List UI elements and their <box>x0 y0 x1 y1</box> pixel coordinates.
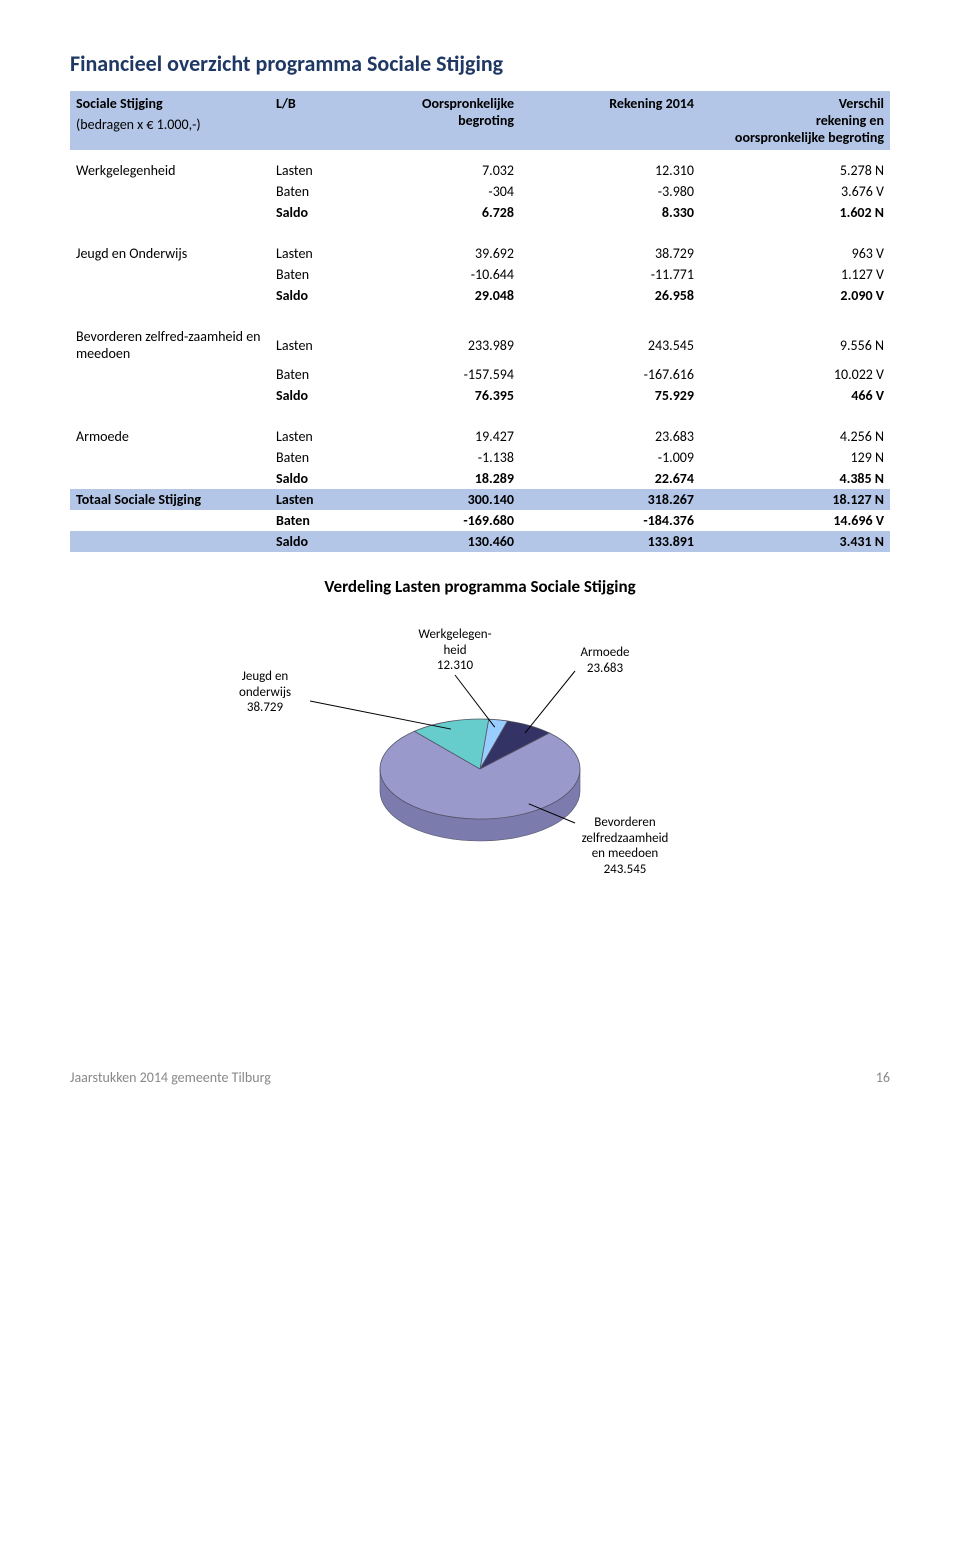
table-row-total: Totaal Sociale StijgingLasten300.140318.… <box>70 489 890 510</box>
pie-label-jeugd: Jeugd en onderwijs 38.729 <box>220 669 310 716</box>
table-row: ArmoedeLasten19.42723.6834.256 N <box>70 426 890 447</box>
page-footer: Jaarstukken 2014 gemeente Tilburg 16 <box>0 1069 960 1098</box>
chart-title: Verdeling Lasten programma Sociale Stijg… <box>70 576 890 597</box>
table-row: Saldo76.39575.929466 V <box>70 385 890 406</box>
pie-label-armoede: Armoede 23.683 <box>560 645 650 676</box>
table-row: Saldo6.7288.3301.602 N <box>70 202 890 223</box>
table-row: Bevorderen zelfred-zaamheid en meedoenLa… <box>70 326 890 364</box>
table-row: Saldo18.28922.6744.385 N <box>70 468 890 489</box>
pie-label-bevorderen: Bevorderen zelfredzaamheid en meedoen 24… <box>560 815 690 877</box>
th-rekening: Rekening 2014 <box>520 91 700 150</box>
pie-label-werk: Werkgelegen- heid 12.310 <box>400 627 510 674</box>
table-row-total: Saldo130.460133.8913.431 N <box>70 531 890 552</box>
table-row: Jeugd en OnderwijsLasten39.69238.729963 … <box>70 243 890 264</box>
table-row: WerkgelegenheidLasten7.03212.3105.278 N <box>70 160 890 181</box>
pie-chart: Jeugd en onderwijs 38.729 Werkgelegen- h… <box>180 609 780 889</box>
financial-table: Sociale Stijging (bedragen x € 1.000,-) … <box>70 91 890 552</box>
table-row: Baten-157.594-167.61610.022 V <box>70 364 890 385</box>
th-verschil: Verschil rekening en oorspronkelijke beg… <box>700 91 890 150</box>
footer-left: Jaarstukken 2014 gemeente Tilburg <box>70 1069 271 1086</box>
page-title: Financieel overzicht programma Sociale S… <box>70 50 890 77</box>
th-lb: L/B <box>270 91 340 150</box>
table-row: Baten-10.644-11.7711.127 V <box>70 264 890 285</box>
table-row: Baten-1.138-1.009129 N <box>70 447 890 468</box>
th-subject: Sociale Stijging (bedragen x € 1.000,-) <box>70 91 270 150</box>
th-oorspronkelijk: Oorspronkelijke begroting <box>340 91 520 150</box>
table-row: Saldo29.04826.9582.090 V <box>70 285 890 306</box>
table-row-total: Baten-169.680-184.37614.696 V <box>70 510 890 531</box>
footer-pagenum: 16 <box>876 1069 890 1086</box>
table-row: Baten-304-3.9803.676 V <box>70 181 890 202</box>
